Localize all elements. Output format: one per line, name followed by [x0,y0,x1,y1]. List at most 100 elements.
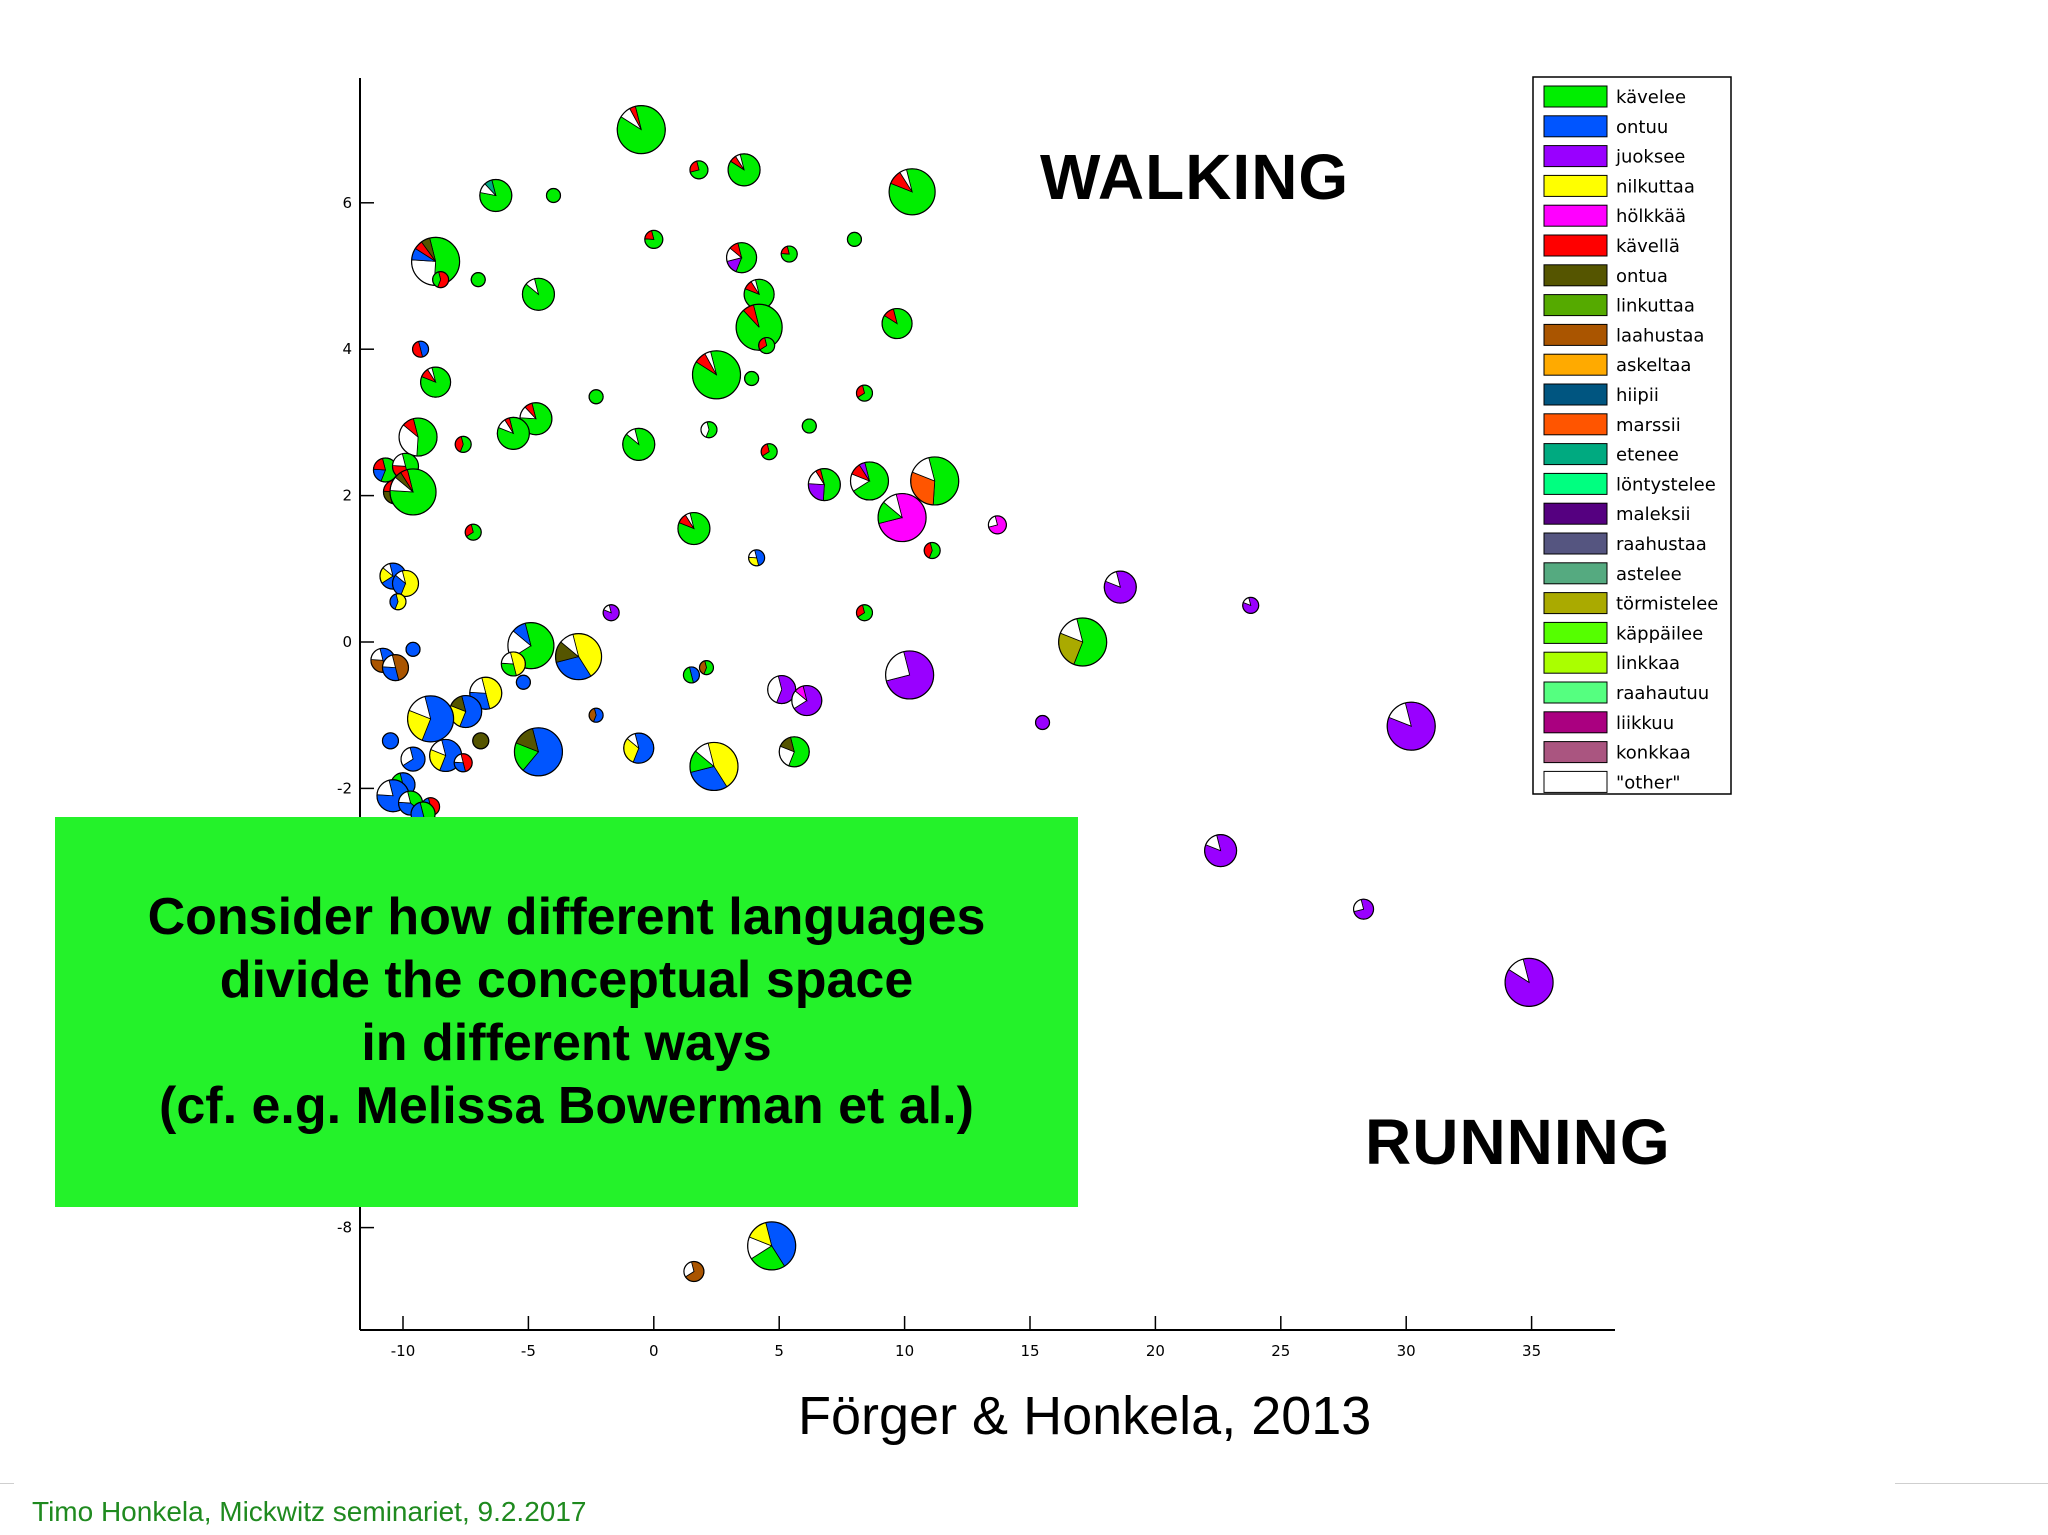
legend-swatch [1543,711,1608,734]
legend-label: kävelee [1616,87,1686,108]
y-tick-label: 2 [342,487,352,505]
legend-label: käppäilee [1616,623,1703,644]
legend-label: hiipii [1616,385,1659,406]
pie-outline [469,676,503,710]
legend-label: juoksee [1615,147,1685,168]
legend-swatch [1543,651,1608,674]
legend-swatch [1543,323,1608,346]
legend-swatch [1543,413,1608,436]
pie-outline [381,732,400,750]
pie-marker [479,178,513,213]
legend-label: laahustaa [1616,325,1704,346]
pie-outline [405,641,421,657]
pie-marker [389,468,437,516]
pie-marker [791,684,823,717]
x-tick-label: -10 [391,1342,416,1360]
legend-swatch [1543,294,1608,317]
pie-outline [758,336,776,355]
pie-marker [725,242,758,274]
pie-marker [1504,957,1554,1007]
x-tick-label: -5 [521,1342,536,1360]
legend-label: raahustaa [1616,534,1707,555]
y-tick-label: 0 [342,633,352,651]
pie-outline [1242,596,1260,615]
pie-outline [689,160,709,180]
pie-outline [760,443,778,461]
pie-marker [411,340,430,358]
legend-swatch [1543,115,1608,138]
callout-line: (cf. e.g. Melissa Bowerman et al.) [159,1077,974,1135]
pie-outline [400,746,426,772]
legend-swatch [1543,502,1608,525]
pie-marker [923,541,941,560]
pie-marker [801,418,817,434]
pie-marker [406,695,455,743]
pie-outline [454,435,472,453]
legend-swatch [1543,741,1608,764]
pie-outline [778,736,810,768]
pie-marker [472,732,490,750]
pie-marker [855,384,874,402]
pie-outline [622,427,656,461]
legend-swatch [1543,592,1608,615]
pie-marker [644,229,664,249]
pie-marker [1242,596,1260,615]
pie-marker [683,1260,705,1283]
legend-swatch [1543,621,1608,644]
pie-marker [849,461,890,501]
pie-outline [406,695,455,743]
pie-marker [554,633,603,681]
pie-outline [791,684,823,717]
pie-marker [1103,570,1137,604]
pie-marker [381,654,410,682]
pie-marker [602,604,620,622]
pie-marker [521,277,556,311]
pie-marker [496,416,530,450]
legend-label: löntystelee [1616,474,1716,495]
pie-outline [472,732,490,750]
pie-outline [683,1260,705,1283]
pie-marker [807,468,841,502]
pie-outline [689,741,739,792]
pie-marker [469,676,503,710]
legend-label: askeltaa [1616,355,1691,376]
walking-annotation: WALKING [1040,141,1350,213]
legend-label: linkuttaa [1616,296,1695,317]
pie-marker [778,736,810,768]
x-tick-label: 0 [649,1342,659,1360]
x-tick-label: 30 [1397,1342,1416,1360]
callout-line: Consider how different languages [147,888,986,946]
pie-marker [698,660,715,676]
pie-marker [1058,617,1108,667]
pie-outline [923,541,941,560]
pie-marker [513,727,564,777]
callout-line: in different ways [361,1014,772,1072]
pie-marker [689,741,739,792]
x-tick-label: 5 [774,1342,784,1360]
pie-marker [1386,701,1436,751]
x-tick-label: 10 [895,1342,914,1360]
pie-outline [391,569,420,598]
pie-marker [1352,898,1375,920]
pie-outline [735,303,783,351]
legend-label: kävellä [1616,236,1680,257]
pie-outline [677,511,711,546]
pie-outline [1386,701,1436,751]
legend-swatch [1543,472,1608,495]
legend-label: törmistelee [1616,594,1718,615]
legend-swatch [1543,145,1608,168]
pie-outline [507,622,555,670]
pie-outline [780,245,798,263]
pie-marker [381,732,400,750]
pie-outline [381,654,410,682]
legend-label: konkkaa [1616,743,1691,764]
pie-outline [1504,957,1554,1007]
legend: kävelee ontuu juoksee nilkuttaa hölkkää kävel… [1532,76,1732,795]
pie-outline [389,593,407,611]
pie-outline [888,168,936,216]
pie-marker [464,523,482,541]
pie-outline [855,384,874,402]
pie-outline [748,549,766,567]
x-tick-label: 15 [1020,1342,1039,1360]
legend-label: "other" [1616,772,1681,793]
